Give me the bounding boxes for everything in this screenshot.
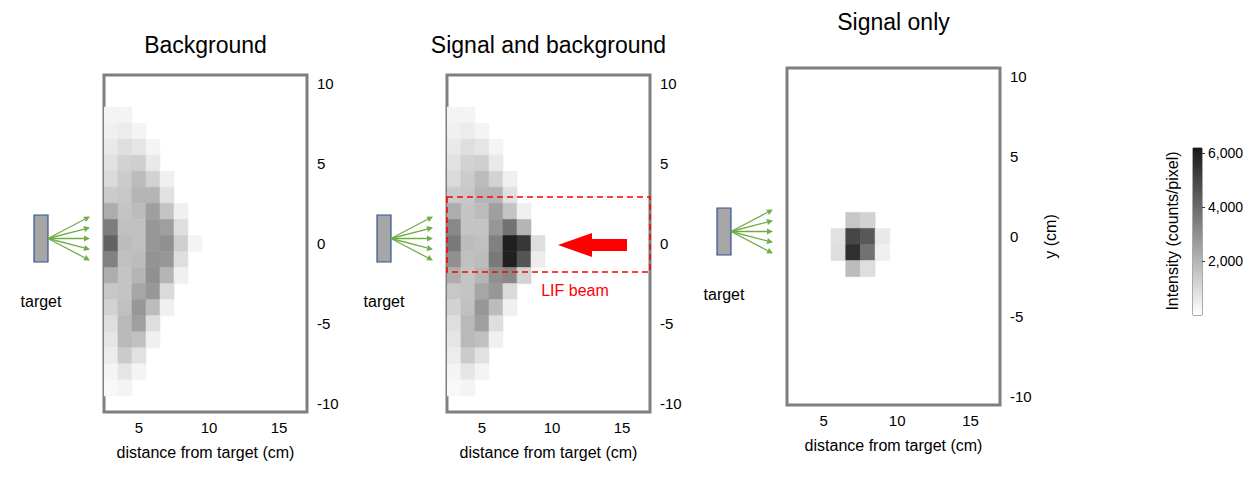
svg-text:Signal and background: Signal and background: [431, 32, 666, 58]
svg-text:target: target: [364, 293, 405, 310]
svg-text:Background: Background: [144, 32, 267, 58]
svg-text:10: 10: [201, 419, 218, 436]
svg-text:2,000: 2,000: [1208, 253, 1243, 269]
svg-text:6,000: 6,000: [1208, 145, 1243, 161]
svg-text:distance from target (cm): distance from target (cm): [460, 444, 638, 461]
svg-text:target: target: [21, 293, 62, 310]
svg-text:15: 15: [271, 419, 288, 436]
svg-text:10: 10: [660, 75, 677, 92]
svg-text:LIF beam: LIF beam: [541, 282, 609, 299]
svg-text:-10: -10: [1010, 388, 1032, 405]
svg-text:5: 5: [660, 155, 668, 172]
svg-text:15: 15: [962, 412, 979, 429]
svg-text:y (cm): y (cm): [1042, 214, 1059, 258]
svg-text:5: 5: [1010, 148, 1018, 165]
svg-text:Intensity (counts/pixel): Intensity (counts/pixel): [1164, 151, 1181, 310]
svg-text:10: 10: [1010, 68, 1027, 85]
svg-text:5: 5: [478, 419, 486, 436]
svg-text:5: 5: [317, 155, 325, 172]
svg-text:-10: -10: [317, 395, 339, 412]
svg-text:4,000: 4,000: [1208, 199, 1243, 215]
svg-text:-5: -5: [1010, 308, 1023, 325]
svg-text:Signal only: Signal only: [837, 9, 950, 35]
svg-text:-10: -10: [660, 395, 682, 412]
svg-text:-5: -5: [660, 315, 673, 332]
svg-text:distance from target (cm): distance from target (cm): [805, 437, 983, 454]
svg-text:10: 10: [317, 75, 334, 92]
svg-text:distance from target (cm): distance from target (cm): [117, 444, 295, 461]
svg-text:5: 5: [820, 412, 828, 429]
svg-text:0: 0: [660, 235, 668, 252]
svg-text:0: 0: [317, 235, 325, 252]
svg-text:15: 15: [614, 419, 631, 436]
svg-text:-5: -5: [317, 315, 330, 332]
svg-text:10: 10: [544, 419, 561, 436]
svg-text:10: 10: [889, 412, 906, 429]
svg-text:target: target: [704, 286, 745, 303]
svg-text:0: 0: [1010, 228, 1018, 245]
svg-text:5: 5: [135, 419, 143, 436]
